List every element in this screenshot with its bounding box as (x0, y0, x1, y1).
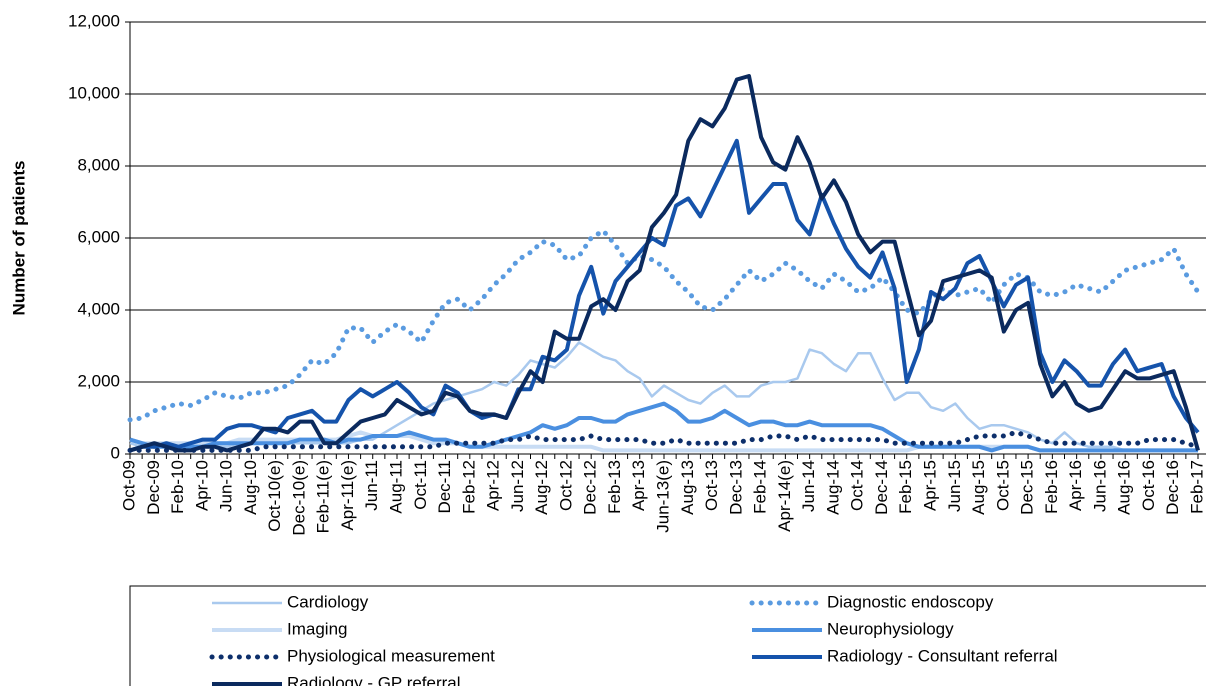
legend-box (129, 585, 1206, 691)
x-tick-label: Jun-11 (362, 460, 381, 511)
series-line (129, 74, 1200, 453)
legend-label: Physiological measurement (287, 646, 495, 665)
x-tick-label: Jun-13(e) (653, 460, 672, 533)
legend-label: Radiology - GP referral (287, 673, 461, 686)
x-tick-label: Aug-11 (386, 460, 405, 514)
x-tick-label: Feb-15 (896, 460, 915, 514)
y-tick-label: 10,000 (68, 83, 120, 102)
x-tick-label: Apr-15 (920, 460, 939, 511)
x-tick-label: Aug-10 (241, 460, 260, 515)
x-tick-label: Feb-10 (168, 460, 187, 514)
x-tick-label: Oct-13 (702, 460, 721, 511)
y-tick-label: 12,000 (68, 11, 120, 30)
x-tick-label: Oct-10(e) (265, 460, 284, 532)
x-tick-label: Oct-12 (556, 460, 575, 511)
x-tick-label: Dec-14 (872, 460, 891, 515)
x-tick-label: Apr-12 (484, 460, 503, 511)
x-tick-label: Dec-12 (581, 460, 600, 515)
x-tick-label: Aug-14 (823, 460, 842, 515)
legend-label: Neurophysiology (827, 619, 954, 638)
x-tick-label: Apr-10 (192, 460, 211, 511)
series-line (129, 341, 1198, 452)
x-tick-label: Apr-14(e) (775, 460, 794, 532)
x-tick-label: Aug-13 (678, 460, 697, 515)
x-tick-label: Feb-13 (605, 460, 624, 514)
x-tick-label: Jun-14 (799, 460, 818, 512)
x-tick-label: Feb-12 (459, 460, 478, 514)
x-tick-label: Jun-15 (945, 460, 964, 512)
x-tick-label: Feb-11(e) (314, 460, 333, 533)
x-tick-label: Apr-16 (1066, 460, 1085, 511)
legend-label: Radiology - Consultant referral (827, 646, 1058, 665)
x-tick-label: Oct-09 (119, 460, 138, 511)
x-tick-label: Jun-12 (508, 460, 527, 512)
x-tick-label: Feb-16 (1042, 460, 1061, 514)
y-tick-label: 0 (111, 443, 120, 462)
y-tick-label: 4,000 (77, 299, 120, 318)
y-axis-label: Number of patients (9, 161, 28, 316)
x-tick-label: Apr-13 (629, 460, 648, 511)
series-line (129, 138, 1200, 453)
x-tick-label: Dec-16 (1163, 460, 1182, 515)
x-tick-label: Oct-16 (1139, 460, 1158, 511)
y-tick-label: 6,000 (77, 227, 120, 246)
y-tick-label: 2,000 (77, 371, 120, 390)
x-tick-label: Dec-11 (435, 460, 454, 514)
x-tick-label: Jun-16 (1090, 460, 1109, 512)
x-tick-label: Dec-09 (144, 460, 163, 515)
x-tick-label: Dec-15 (1018, 460, 1037, 515)
x-tick-label: Feb-14 (751, 460, 770, 514)
x-tick-label: Dec-10(e) (289, 460, 308, 536)
legend-label: Cardiology (287, 592, 369, 611)
x-tick-label: Aug-15 (969, 460, 988, 515)
x-tick-label: Jun-10 (217, 460, 236, 512)
x-tick-label: Oct-15 (993, 460, 1012, 511)
x-tick-label: Oct-11 (411, 460, 430, 510)
x-tick-label: Apr-11(e) (338, 460, 357, 531)
x-tick-label: Feb-17 (1187, 460, 1206, 514)
series-line (127, 228, 1201, 423)
legend-label: Diagnostic endoscopy (827, 592, 994, 611)
y-tick-label: 8,000 (77, 155, 120, 174)
x-tick-label: Dec-13 (726, 460, 745, 515)
legend-label: Imaging (287, 619, 347, 638)
series-line (127, 429, 1201, 453)
x-tick-label: Aug-16 (1115, 460, 1134, 515)
series-line (129, 401, 1198, 453)
x-tick-label: Aug-12 (532, 460, 551, 515)
x-tick-label: Oct-14 (848, 460, 867, 511)
